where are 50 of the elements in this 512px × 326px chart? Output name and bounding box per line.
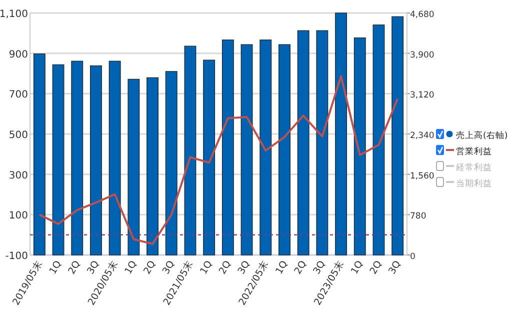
bar bbox=[316, 30, 328, 256]
text: 売上高(右軸) bbox=[456, 130, 508, 141]
x-tick-label: 2Q bbox=[368, 259, 384, 276]
bar bbox=[354, 38, 366, 256]
y2-tick-label: 4,680 bbox=[410, 10, 434, 20]
x-tick-label: 2Q bbox=[217, 259, 234, 276]
bar bbox=[33, 54, 46, 256]
bar bbox=[392, 16, 404, 256]
line-series bbox=[38, 75, 399, 245]
x-tick-label: 2Q bbox=[292, 259, 309, 276]
y-tick-label: 900 bbox=[8, 49, 28, 60]
legend-label: 経常利益 bbox=[455, 162, 492, 173]
bar bbox=[278, 44, 290, 256]
y-tick-label: 700 bbox=[8, 90, 28, 101]
bar bbox=[260, 40, 272, 256]
y-tick-label: 500 bbox=[8, 130, 28, 141]
bar bbox=[372, 24, 385, 256]
x-tick-label: 1Q bbox=[48, 259, 64, 276]
bar bbox=[240, 44, 253, 256]
x-tick-label: 2Q bbox=[142, 259, 158, 276]
bar bbox=[52, 64, 64, 256]
y-tick-label: -100 bbox=[5, 251, 28, 262]
y-tick-label: 1,100 bbox=[0, 9, 28, 20]
bar bbox=[165, 71, 178, 256]
y2-tick-label: 3,120 bbox=[410, 90, 434, 101]
y2-tick-label: 3,900 bbox=[410, 50, 434, 60]
y2-tick-label: 1,560 bbox=[410, 171, 434, 182]
x-tick-label: 1Q bbox=[274, 259, 290, 276]
bar bbox=[71, 60, 84, 256]
x-tick-label: 2Q bbox=[66, 259, 83, 276]
bar bbox=[90, 65, 102, 256]
bar bbox=[108, 60, 121, 256]
bar bbox=[146, 77, 158, 256]
x-tick-label: 1Q bbox=[198, 259, 215, 276]
x-tick-label: 1Q bbox=[349, 259, 366, 276]
x-tick-label: 3Q bbox=[386, 259, 404, 276]
legend-label: 当期利益 bbox=[456, 178, 492, 189]
bar bbox=[128, 78, 140, 256]
legend-label: 営業利益 bbox=[456, 146, 492, 157]
bar bbox=[335, 12, 347, 256]
y2-tick-label: 2,340 bbox=[410, 131, 434, 141]
bar bbox=[203, 60, 216, 256]
x-tick-label: 1Q bbox=[122, 259, 140, 276]
y-tick-label: 100 bbox=[8, 210, 28, 222]
y-tick-label: 300 bbox=[8, 170, 28, 182]
y2-tick-label: 0 bbox=[410, 252, 416, 262]
bar bbox=[297, 30, 310, 256]
bar bbox=[222, 40, 234, 256]
bar bbox=[184, 46, 196, 256]
y2-tick-label: 780 bbox=[410, 212, 426, 222]
